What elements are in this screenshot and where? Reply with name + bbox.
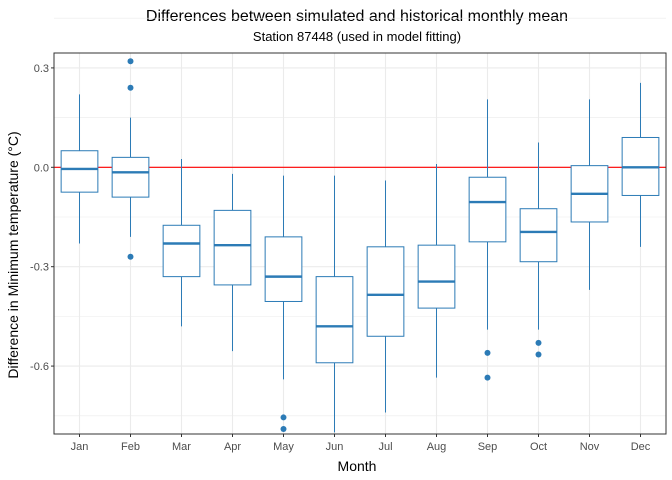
box-iqr — [417, 244, 456, 309]
outlier-point — [280, 414, 287, 421]
outlier-point — [127, 58, 134, 65]
grid-lines — [54, 17, 666, 434]
x-axis-title: Month — [338, 458, 377, 474]
y-tick-labels: 0.3 0.0 -0.3 -0.6 — [30, 63, 54, 373]
box-aug — [417, 163, 456, 378]
y-tick-label: 0.3 — [34, 63, 49, 75]
outlier-point — [280, 426, 287, 433]
outlier-point — [535, 339, 542, 346]
outlier-point — [484, 374, 491, 381]
x-tick-label: Sep — [478, 441, 498, 453]
chart-subtitle: Station 87448 (used in model fitting) — [253, 29, 461, 44]
box-plots — [60, 58, 660, 433]
box-iqr — [366, 246, 405, 337]
box-iqr — [213, 209, 252, 286]
box-jan — [60, 94, 99, 244]
x-tick-label: Jan — [71, 441, 89, 453]
x-tick-label: Jun — [326, 441, 344, 453]
box-jun — [315, 175, 354, 433]
box-iqr — [111, 156, 150, 198]
box-dec — [621, 82, 660, 247]
panel-border — [53, 52, 667, 435]
y-tick-label: -0.6 — [30, 361, 49, 373]
chart-title: Differences between simulated and histor… — [146, 8, 568, 25]
outlier-point — [484, 349, 491, 356]
box-apr — [213, 173, 252, 352]
box-nov — [570, 99, 609, 290]
box-feb — [111, 58, 150, 260]
box-iqr — [519, 208, 558, 263]
box-mar — [162, 159, 201, 327]
box-iqr — [162, 224, 201, 278]
y-axis-title: Difference in Minimum temperature (°C) — [5, 131, 21, 378]
box-oct — [519, 142, 558, 358]
box-iqr — [60, 150, 99, 193]
x-tick-label: May — [273, 441, 294, 453]
x-tick-label: Aug — [427, 441, 447, 453]
box-sep — [468, 99, 507, 381]
box-iqr — [468, 176, 507, 243]
x-tick-label: Mar — [172, 441, 191, 453]
outlier-point — [127, 84, 134, 91]
box-iqr — [315, 276, 354, 364]
y-tick-label: -0.3 — [30, 262, 49, 274]
box-jul — [366, 180, 405, 413]
x-tick-labels: Jan Feb Mar Apr May Jun Jul Aug Sep Oct Nov Dec — [71, 434, 651, 453]
y-tick-label: 0.0 — [34, 162, 49, 174]
x-tick-label: Apr — [224, 441, 241, 453]
x-tick-label: Jul — [378, 441, 392, 453]
outlier-point — [127, 253, 134, 260]
x-tick-label: Dec — [631, 441, 651, 453]
box-may — [264, 175, 303, 433]
x-tick-label: Oct — [530, 441, 547, 453]
x-tick-label: Nov — [580, 441, 600, 453]
outlier-point — [535, 351, 542, 358]
x-tick-label: Feb — [121, 441, 140, 453]
box-iqr — [264, 236, 303, 302]
